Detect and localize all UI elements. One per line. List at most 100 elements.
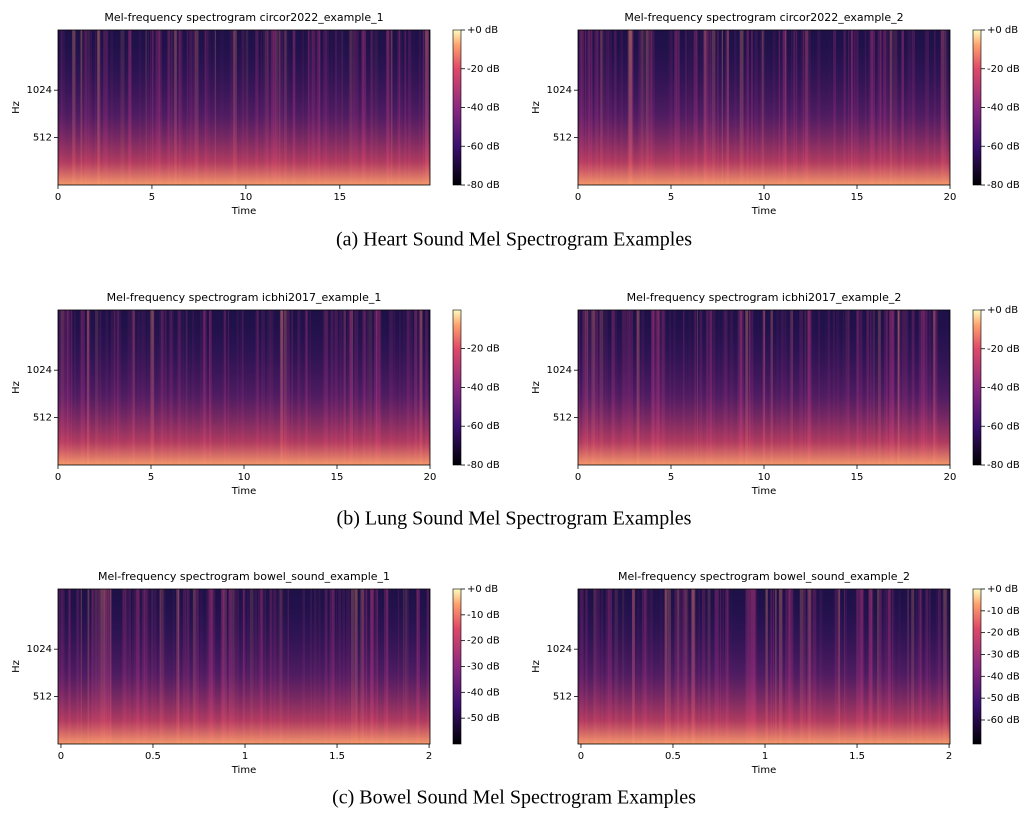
- x-tick-label: 10: [238, 472, 251, 483]
- colorbar-tick-label: -40 dB: [467, 103, 500, 114]
- y-tick-label: 1024: [27, 365, 52, 376]
- colorbar: [452, 29, 462, 186]
- x-tick-label: 1.5: [329, 751, 345, 762]
- colorbar-tick-label: -80 dB: [467, 460, 500, 471]
- x-tick-label: 15: [333, 192, 346, 203]
- y-tick-label: 1024: [547, 85, 572, 96]
- y-axis-label: Hz: [11, 381, 22, 394]
- colorbar: [972, 309, 982, 466]
- colorbar-tick-label: -40 dB: [987, 383, 1020, 394]
- x-tick-label: 0: [58, 751, 64, 762]
- x-tick-label: 0: [55, 472, 61, 483]
- y-axis-label: Hz: [531, 101, 542, 114]
- x-tick-label: 15: [851, 472, 864, 483]
- x-tick-label: 20: [424, 472, 437, 483]
- caption: (b) Lung Sound Mel Spectrogram Examples: [337, 508, 692, 530]
- colorbar-tick-label: -50 dB: [987, 693, 1020, 704]
- x-tick-label: 5: [149, 192, 155, 203]
- x-tick-label: 10: [240, 192, 253, 203]
- x-tick-label: 20: [944, 472, 957, 483]
- x-axis-label: Time: [751, 765, 776, 776]
- y-axis-label: Hz: [11, 101, 22, 114]
- colorbar-tick-label: -80 dB: [987, 460, 1020, 471]
- spectrogram-texture: [58, 30, 430, 185]
- x-tick-label: 1: [762, 751, 768, 762]
- y-tick-label: 512: [33, 413, 52, 424]
- x-tick-label: 2: [426, 751, 432, 762]
- colorbar-tick-label: -20 dB: [987, 344, 1020, 355]
- chart-title: Mel-frequency spectrogram circor2022_exa…: [104, 11, 383, 24]
- colorbar-tick-label: -10 dB: [987, 606, 1020, 617]
- colorbar-tick-label: +0 dB: [987, 25, 1018, 36]
- axes-frame: [577, 588, 951, 745]
- y-tick-label: 512: [553, 692, 572, 703]
- x-tick-label: 5: [668, 192, 674, 203]
- colorbar-tick-label: -40 dB: [467, 382, 500, 393]
- caption: (c) Bowel Sound Mel Spectrogram Examples: [332, 787, 696, 809]
- x-tick-label: 2: [946, 751, 952, 762]
- colorbar-tick-label: +0 dB: [987, 305, 1018, 316]
- chart-title: Mel-frequency spectrogram circor2022_exa…: [624, 11, 903, 24]
- y-tick-label: 1024: [547, 365, 572, 376]
- y-tick-label: 1024: [547, 644, 572, 655]
- x-tick-label: 10: [758, 192, 771, 203]
- x-tick-label: 0: [578, 751, 584, 762]
- x-tick-label: 1.5: [849, 751, 865, 762]
- x-tick-label: 15: [851, 192, 864, 203]
- x-axis-label: Time: [231, 486, 256, 497]
- colorbar-tick-label: -20 dB: [987, 64, 1020, 75]
- x-axis-label: Time: [231, 206, 256, 217]
- y-tick-label: 1024: [27, 644, 52, 655]
- caption: (a) Heart Sound Mel Spectrogram Examples: [336, 229, 692, 251]
- colorbar-tick-label: -40 dB: [987, 671, 1020, 682]
- spectrogram-texture: [578, 30, 950, 185]
- colorbar-tick-label: +0 dB: [467, 25, 498, 36]
- colorbar-tick-label: -40 dB: [987, 103, 1020, 114]
- colorbar-tick-label: -60 dB: [987, 715, 1020, 726]
- x-tick-label: 5: [668, 472, 674, 483]
- x-axis-label: Time: [231, 765, 256, 776]
- x-axis-label: Time: [751, 486, 776, 497]
- x-tick-label: 0.5: [665, 751, 681, 762]
- colorbar: [972, 29, 982, 186]
- colorbar-tick-label: -40 dB: [467, 687, 500, 698]
- colorbar: [452, 309, 462, 466]
- x-tick-label: 0: [575, 192, 581, 203]
- colorbar-tick-label: -20 dB: [987, 628, 1020, 639]
- spectrogram-texture: [578, 589, 950, 744]
- colorbar: [972, 588, 982, 745]
- x-tick-label: 1: [242, 751, 248, 762]
- x-tick-label: 0.5: [145, 751, 161, 762]
- colorbar-tick-label: -50 dB: [467, 713, 500, 724]
- x-tick-label: 0: [575, 472, 581, 483]
- x-tick-label: 0: [55, 192, 61, 203]
- y-axis-label: Hz: [11, 660, 22, 673]
- colorbar-tick-label: -30 dB: [467, 662, 500, 673]
- colorbar-tick-label: -10 dB: [467, 610, 500, 621]
- colorbar-tick-label: -60 dB: [467, 141, 500, 152]
- axes-frame: [57, 29, 431, 186]
- x-tick-label: 5: [148, 472, 154, 483]
- spectrogram-texture: [578, 310, 950, 465]
- axes-frame: [57, 588, 431, 745]
- chart-title: Mel-frequency spectrogram icbhi2017_exam…: [107, 291, 382, 304]
- colorbar-tick-label: -60 dB: [987, 141, 1020, 152]
- y-tick-label: 512: [553, 133, 572, 144]
- spectrogram-texture: [58, 589, 430, 744]
- x-tick-label: 15: [331, 472, 344, 483]
- colorbar-tick-label: -80 dB: [467, 180, 500, 191]
- x-tick-label: 20: [944, 192, 957, 203]
- x-axis-label: Time: [751, 206, 776, 217]
- y-tick-label: 512: [553, 413, 572, 424]
- colorbar-tick-label: -60 dB: [467, 421, 500, 432]
- y-tick-label: 512: [33, 133, 52, 144]
- y-axis-label: Hz: [531, 660, 542, 673]
- colorbar-tick-label: -20 dB: [467, 636, 500, 647]
- y-tick-label: 512: [33, 692, 52, 703]
- chart-title: Mel-frequency spectrogram icbhi2017_exam…: [627, 291, 902, 304]
- colorbar: [452, 588, 462, 745]
- spectrogram-texture: [58, 310, 430, 465]
- colorbar-tick-label: +0 dB: [467, 584, 498, 595]
- y-tick-label: 1024: [27, 85, 52, 96]
